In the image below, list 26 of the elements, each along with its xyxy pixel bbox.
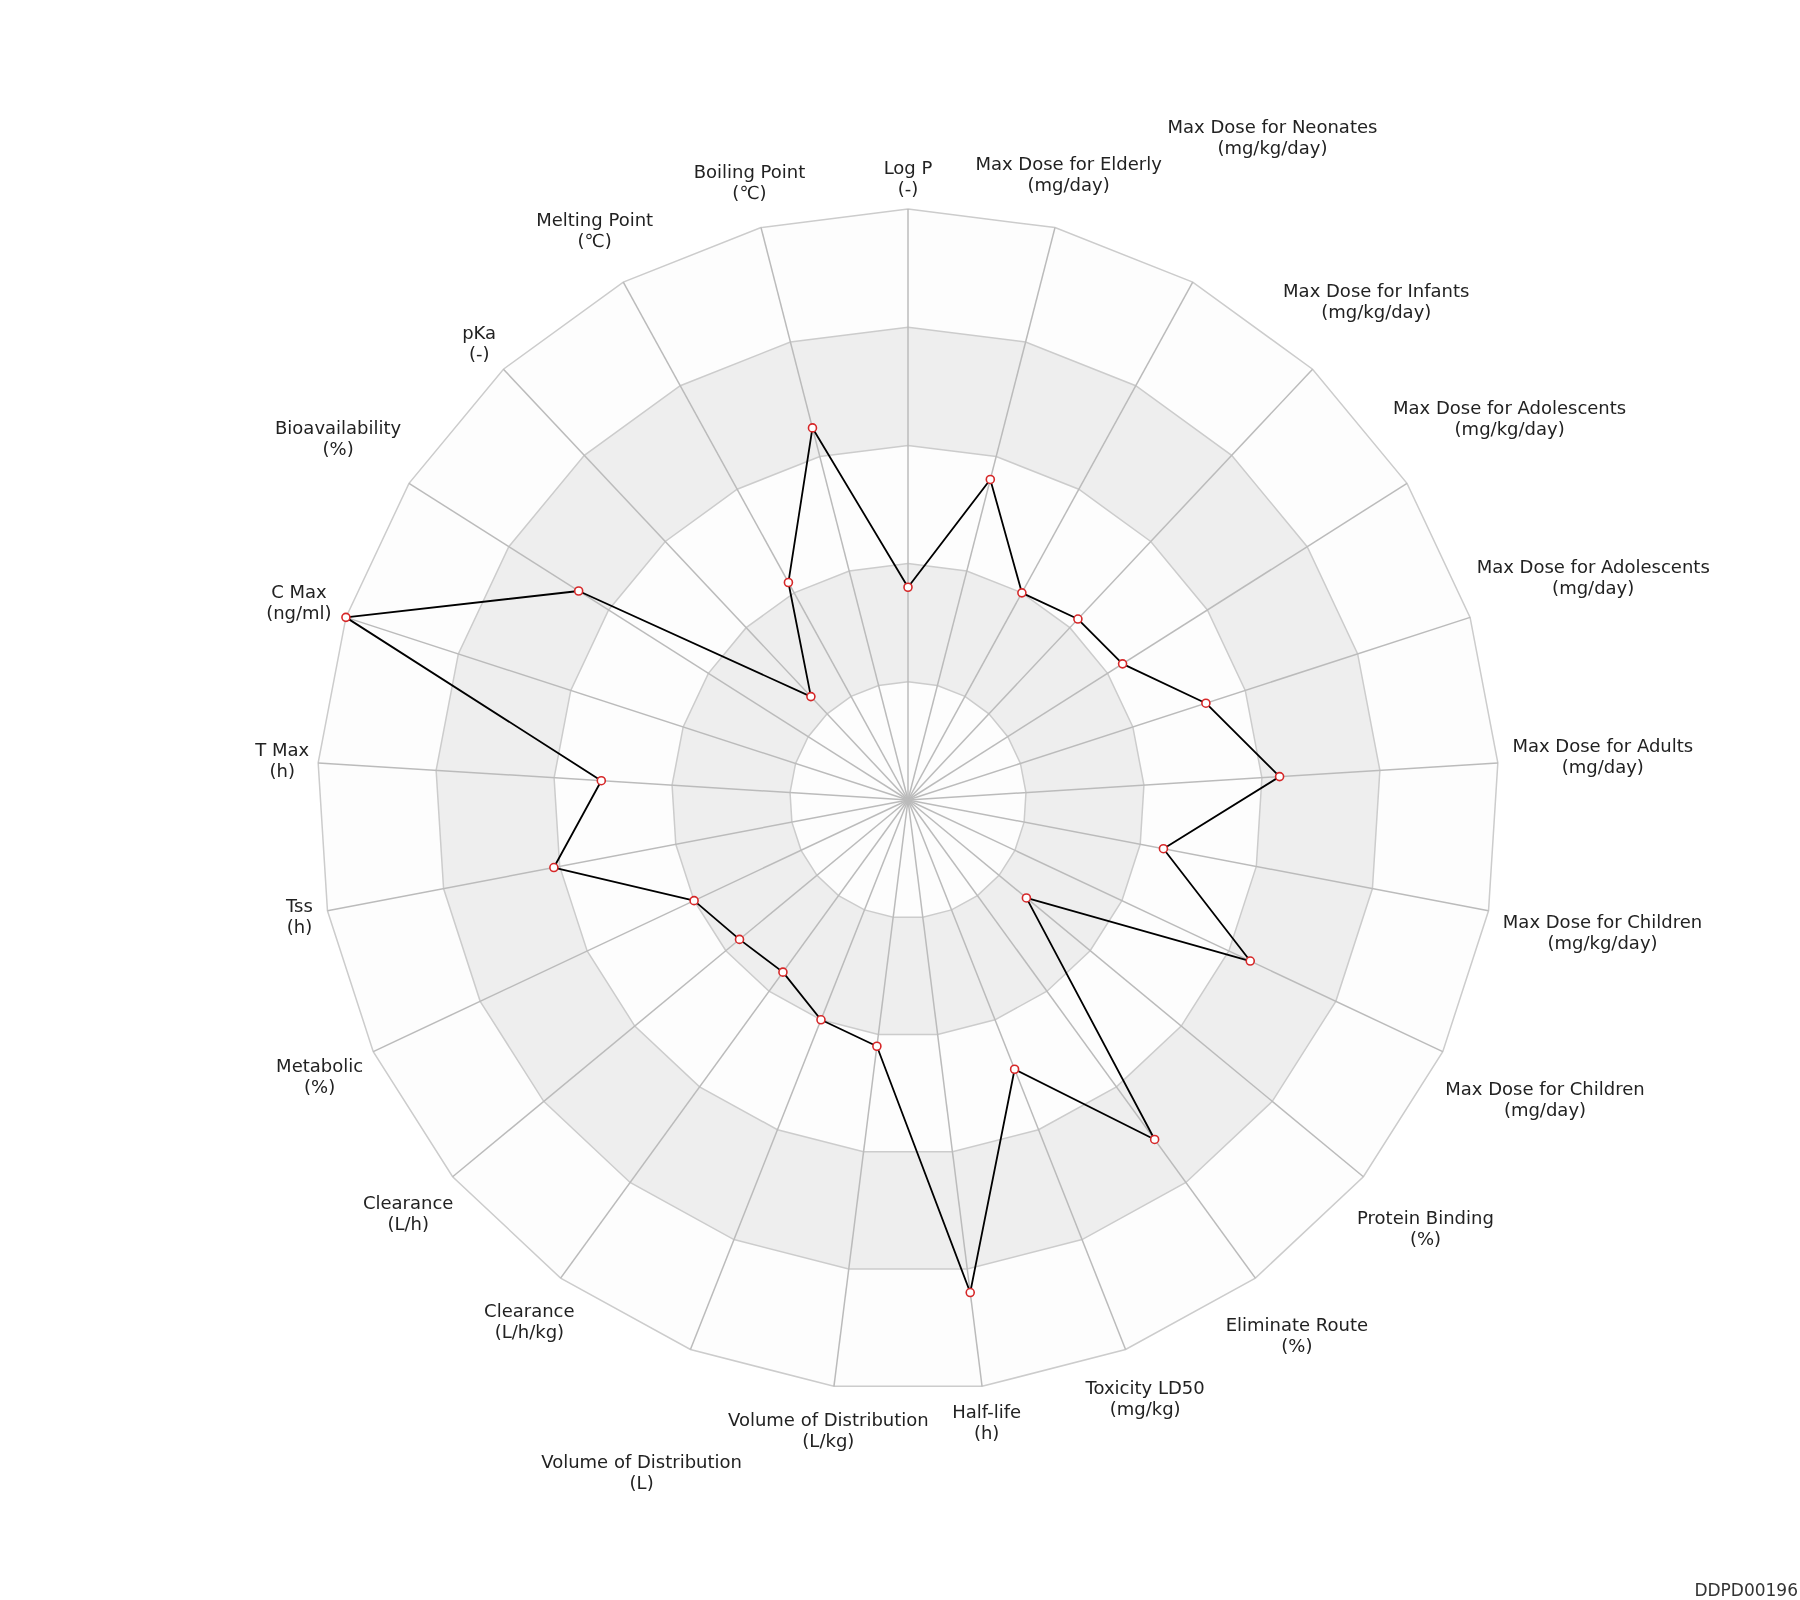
spoke-label: Volume of Distribution (L/kg) (727, 1408, 929, 1451)
spoke-label: pKa (-) (462, 321, 497, 364)
spoke-label: Max Dose for Infants (mg/kg/day) (1283, 279, 1470, 322)
spoke-label: Max Dose for Children (mg/kg/day) (1502, 910, 1703, 953)
spoke-label: C Max (ng/ml) (266, 580, 332, 623)
spoke-label: Toxicity LD50 (mg/kg) (1084, 1377, 1205, 1420)
spoke-label: Max Dose for Children (mg/day) (1445, 1078, 1645, 1121)
spoke-label: Volume of Distribution (L) (541, 1451, 742, 1494)
spoke-label: Bioavailability (%) (275, 416, 402, 459)
spoke-label: Max Dose for Adolescents (mg/day) (1476, 555, 1710, 598)
text: DDPD00196 (1694, 1580, 1798, 1600)
spoke-label: Melting Point (℃) (536, 208, 654, 251)
spoke-label: Boiling Point (℃) (693, 161, 806, 204)
spoke-label: Clearance (L/h) (362, 1192, 454, 1234)
spoke-label: Max Dose for Neonates (mg/kg/day) (1167, 115, 1378, 158)
spoke-label: Max Dose for Elderly (mg/day) (975, 152, 1163, 195)
spoke-label: Max Dose for Adolescents (mg/kg/day) (1393, 396, 1627, 439)
spoke-label: Log P (-) (883, 156, 933, 199)
spoke-label: Max Dose for Adults (mg/day) (1512, 734, 1694, 777)
spoke-label: Clearance (L/h/kg) (484, 1299, 575, 1342)
spoke-label: Half-life (h) (952, 1400, 1022, 1443)
spoke-label: T Max (h) (254, 739, 310, 782)
spoke-label: Tss (h) (285, 894, 313, 937)
spoke-label: Metabolic (%) (276, 1055, 364, 1098)
spoke-label: Eliminate Route (%) (1225, 1313, 1369, 1356)
spoke-label: Protein Binding (%) (1357, 1206, 1494, 1249)
